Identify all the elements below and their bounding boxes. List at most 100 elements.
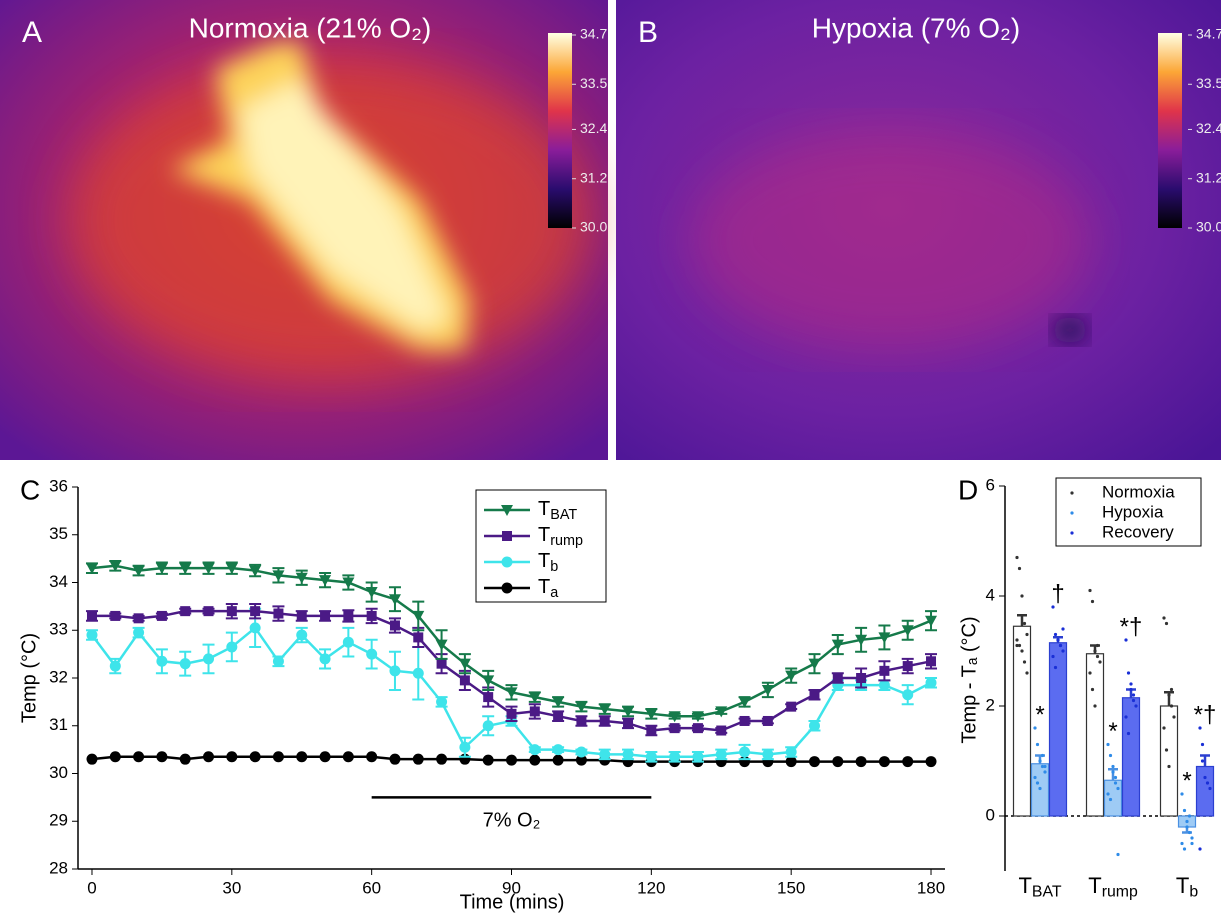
significance-mark: * <box>1035 701 1044 728</box>
marker <box>86 629 98 641</box>
y-axis-label: Temp (°C) <box>18 633 40 723</box>
data-point <box>1185 819 1189 824</box>
data-point <box>1116 852 1120 857</box>
marker <box>319 575 332 587</box>
x-tick-label: 90 <box>502 878 521 897</box>
marker <box>878 632 891 644</box>
bar <box>1103 779 1123 817</box>
marker <box>203 653 215 665</box>
marker <box>598 704 611 716</box>
marker <box>878 756 890 768</box>
legend-marker <box>502 531 512 541</box>
marker <box>808 756 820 768</box>
marker <box>552 744 564 756</box>
bar <box>1159 705 1179 817</box>
y-tick-label: 6 <box>986 475 995 494</box>
data-point <box>1015 643 1019 648</box>
colorbar-b <box>1158 33 1182 228</box>
data-point <box>1058 643 1063 648</box>
data-point <box>1015 555 1019 560</box>
legend-marker <box>501 556 513 568</box>
marker <box>459 741 471 753</box>
marker <box>295 572 308 584</box>
legend-marker <box>1070 531 1074 535</box>
marker <box>483 692 494 703</box>
marker <box>389 665 401 677</box>
marker <box>436 658 447 669</box>
marker <box>412 610 425 622</box>
colorbar-label: 31.2 <box>1196 169 1221 185</box>
marker <box>482 754 494 766</box>
data-point <box>1040 753 1045 758</box>
data-point <box>1131 693 1136 697</box>
marker <box>365 587 378 599</box>
marker <box>319 751 331 763</box>
marker <box>435 639 448 651</box>
marker <box>296 610 307 621</box>
legend-marker <box>1070 491 1074 495</box>
marker <box>342 751 354 763</box>
data-point <box>1053 665 1058 670</box>
marker <box>529 754 541 766</box>
marker <box>715 706 728 718</box>
data-point <box>1017 566 1022 571</box>
marker <box>692 723 703 734</box>
colorbar-label: 31.2 <box>580 169 607 185</box>
data-point <box>1200 759 1205 763</box>
marker <box>506 708 517 719</box>
marker <box>668 711 681 723</box>
marker <box>856 673 867 683</box>
data-point <box>1113 781 1118 785</box>
marker <box>645 751 657 763</box>
marker <box>622 706 635 718</box>
marker <box>645 708 658 720</box>
data-point <box>1015 638 1019 642</box>
marker <box>482 675 495 687</box>
marker <box>249 751 261 763</box>
series <box>85 607 938 763</box>
legend-box <box>1055 477 1202 547</box>
data-point <box>1167 693 1171 697</box>
data-point <box>1088 671 1092 675</box>
legend-label: Normoxia <box>1102 482 1175 501</box>
marker <box>902 661 913 672</box>
data-point <box>1056 638 1060 642</box>
marker <box>739 746 751 758</box>
data-point <box>1113 775 1118 780</box>
marker <box>879 665 890 676</box>
marker <box>622 748 634 760</box>
y-tick-label: 31 <box>49 715 68 734</box>
data-point <box>1022 660 1027 664</box>
x-tick-label: 180 <box>917 878 945 897</box>
bar <box>1121 697 1141 817</box>
data-point <box>1208 786 1212 791</box>
data-point <box>1198 847 1202 851</box>
bar <box>1195 765 1215 817</box>
significance-mark: *† <box>1194 701 1217 728</box>
data-point <box>1093 649 1097 653</box>
marker <box>132 565 145 577</box>
marker <box>109 751 121 763</box>
marker <box>855 634 868 646</box>
y-axis-label: Temp - Tₐ (°C) <box>958 616 980 743</box>
series <box>85 602 938 737</box>
x-tick-label: TBAT <box>1018 873 1061 901</box>
marker <box>808 658 821 670</box>
marker <box>436 753 448 765</box>
colorbar-label: 30.0 <box>1196 219 1221 235</box>
marker <box>482 720 494 732</box>
data-point <box>1164 748 1169 752</box>
marker <box>761 684 774 696</box>
data-point <box>1172 715 1176 719</box>
thermal-image-b <box>616 0 1221 460</box>
series <box>85 560 938 723</box>
marker <box>249 622 261 634</box>
data-point <box>1038 786 1042 791</box>
data-point <box>1093 704 1097 708</box>
data-point <box>1185 825 1189 829</box>
marker <box>109 560 122 572</box>
data-point <box>1035 742 1040 747</box>
data-point <box>1180 792 1184 796</box>
marker <box>458 658 471 670</box>
marker <box>250 606 261 617</box>
